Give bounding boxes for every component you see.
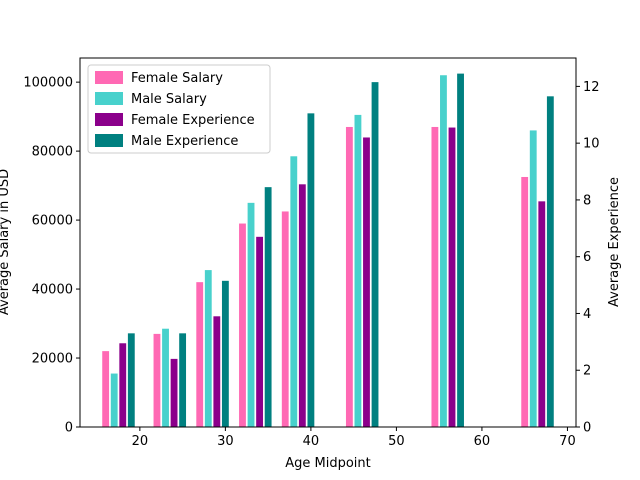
legend-label: Male Experience (131, 134, 238, 149)
y-axis-left-label: Average Salary in USD (0, 169, 12, 315)
x-tick-label: 70 (559, 434, 576, 449)
bar (221, 280, 229, 427)
bar (170, 358, 178, 427)
y-axis-right-label: Average Experience (607, 177, 622, 307)
y-left-tick-label: 40000 (32, 283, 73, 298)
y-left-tick-label: 20000 (32, 352, 73, 367)
legend-swatch (95, 113, 123, 126)
legend-swatch (95, 134, 123, 147)
bar (162, 328, 169, 427)
x-tick-label: 30 (217, 434, 234, 449)
y-right-tick-label: 10 (583, 137, 600, 152)
y-right-tick-label: 6 (583, 250, 591, 265)
bar (290, 156, 298, 428)
bar (102, 351, 110, 427)
legend-label: Female Salary (131, 71, 223, 86)
y-left-tick-label: 60000 (32, 214, 73, 229)
bar (538, 201, 546, 427)
legend-label: Female Experience (131, 113, 255, 128)
bar (196, 282, 204, 427)
legend-swatch (95, 92, 123, 105)
bars-layer (102, 73, 554, 428)
y-right-tick-label: 4 (583, 307, 591, 322)
x-axis: 20 30 40 50 60 70 (132, 427, 576, 449)
y-right-tick-label: 8 (583, 193, 591, 208)
bar (546, 96, 554, 427)
bar (110, 373, 118, 427)
bar (529, 130, 537, 428)
x-tick-label: 20 (132, 434, 149, 449)
bar (247, 202, 255, 427)
bar (440, 75, 447, 428)
bar (127, 333, 135, 427)
bar (153, 333, 161, 427)
y-right-tick-label: 0 (583, 421, 591, 436)
plot-frame (79, 57, 577, 428)
y-left-tick-label: 80000 (32, 145, 73, 160)
legend: Female Salary Male Salary Female Experienc… (87, 64, 271, 154)
bar (448, 127, 456, 427)
bar (521, 176, 529, 427)
y-left-tick-label: 0 (65, 421, 73, 436)
x-axis-label: Age Midpoint (285, 456, 371, 471)
legend-label: Male Salary (131, 92, 207, 107)
bar (298, 184, 306, 427)
bar (256, 236, 264, 427)
bar (119, 343, 127, 427)
bar (213, 316, 221, 427)
y-right-tick-label: 2 (583, 364, 591, 379)
bar (204, 270, 212, 427)
bar (345, 126, 353, 427)
x-tick-label: 40 (303, 434, 320, 449)
bar (281, 211, 289, 427)
legend-swatch (95, 71, 123, 84)
y-axis-left: 0 20000 40000 60000 80000 100000 (23, 76, 80, 436)
bar (431, 126, 439, 427)
legend-box (87, 64, 271, 154)
bar (354, 114, 362, 428)
x-tick-label: 50 (388, 434, 405, 449)
bar (264, 187, 272, 427)
bar (363, 137, 370, 428)
bar (371, 82, 379, 427)
y-left-tick-label: 100000 (23, 76, 73, 91)
y-axis-right: 0 2 4 6 8 10 12 (576, 80, 600, 436)
bar (307, 113, 315, 427)
bar (179, 333, 187, 427)
y-right-tick-label: 12 (583, 80, 600, 95)
bar (457, 73, 464, 428)
bar (239, 223, 246, 427)
x-tick-label: 60 (474, 434, 491, 449)
